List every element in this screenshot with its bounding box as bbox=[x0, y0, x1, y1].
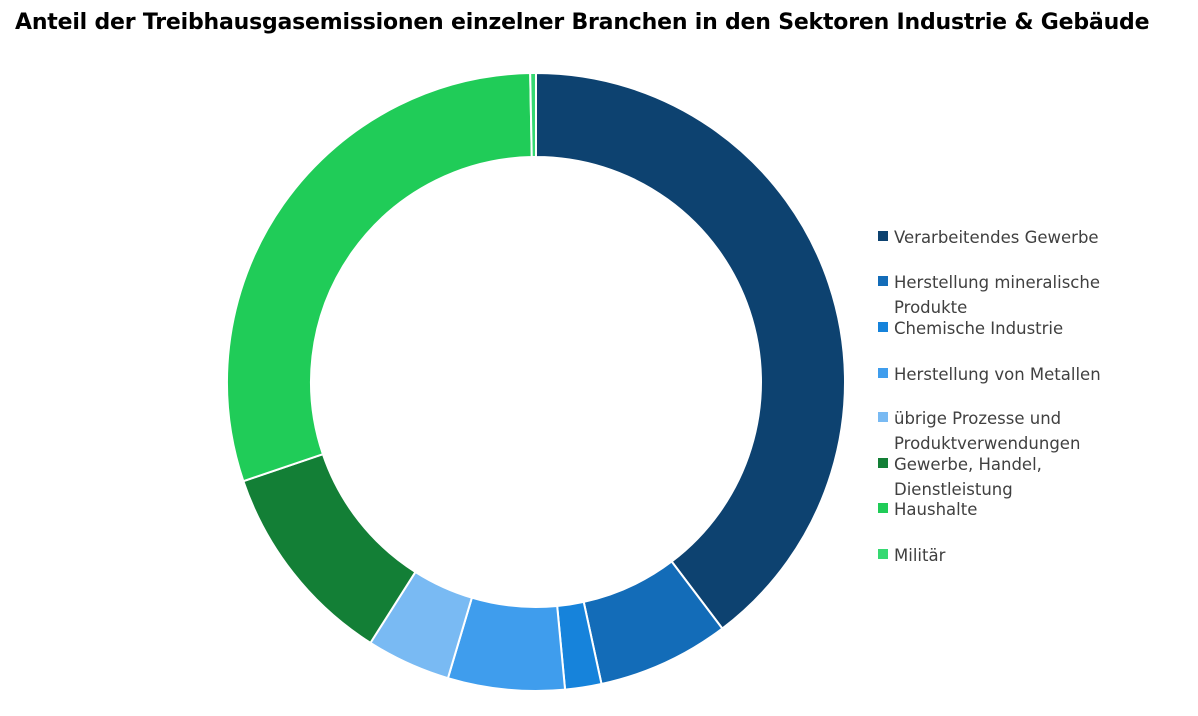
legend-label: Militär bbox=[894, 546, 946, 565]
legend-label: Herstellung von Metallen bbox=[894, 365, 1101, 384]
legend: Verarbeitendes Gewerbe Herstellung minera… bbox=[876, 0, 1176, 716]
legend-swatch bbox=[878, 368, 888, 378]
legend-swatch bbox=[878, 322, 888, 332]
legend-swatch bbox=[878, 276, 888, 286]
donut-slice-6 bbox=[226, 72, 533, 483]
legend-swatch bbox=[878, 231, 888, 241]
donut-slice-0 bbox=[535, 72, 846, 630]
legend-label: übrige Prozesse und Produktverwendungen bbox=[894, 409, 1081, 453]
chart-title: Anteil der Treibhausgasemissionen einzel… bbox=[15, 10, 1150, 35]
legend-label: Herstellung mineralische Produkte bbox=[894, 273, 1100, 317]
donut-slice-7 bbox=[529, 71, 537, 159]
legend-swatch bbox=[878, 503, 888, 513]
legend-label: Gewerbe, Handel, Dienstleistung bbox=[894, 455, 1042, 499]
legend-label: Verarbeitendes Gewerbe bbox=[894, 228, 1099, 247]
legend-label: Chemische Industrie bbox=[894, 319, 1064, 338]
legend-swatch bbox=[878, 549, 888, 559]
legend-swatch bbox=[878, 412, 888, 422]
donut-slices bbox=[226, 71, 846, 692]
legend-label: Haushalte bbox=[894, 500, 978, 519]
legend-swatch bbox=[878, 458, 888, 468]
